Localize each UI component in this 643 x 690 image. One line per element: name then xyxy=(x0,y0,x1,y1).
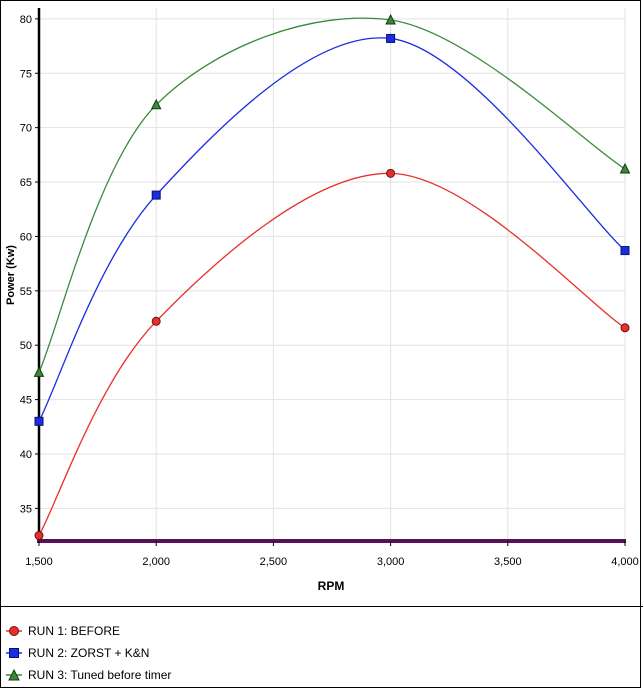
legend-item-run2: RUN 2: ZORST + K&N xyxy=(6,643,149,663)
data-point-run1 xyxy=(620,323,630,333)
x-tick-label: 2,000 xyxy=(142,556,170,568)
red-circle-marker-icon xyxy=(6,626,22,636)
y-tick-label: 55 xyxy=(20,286,32,298)
y-axis-label: Power (Kw) xyxy=(5,245,17,305)
y-tick-label: 40 xyxy=(20,449,32,461)
ticks: 35 40 45 50 55 60 65 70 75 80 1,500 2,000 2,500 3,000… xyxy=(20,14,639,568)
blue-square-marker-icon xyxy=(6,648,22,658)
data-point-run3 xyxy=(619,162,631,174)
series-line-2 xyxy=(38,37,626,422)
data-point-run2 xyxy=(151,190,161,200)
legend-label: RUN 1: BEFORE xyxy=(28,624,121,638)
x-tick-label: 3,500 xyxy=(494,556,522,568)
y-tick-label: 45 xyxy=(20,395,32,407)
y-tick-label: 50 xyxy=(20,340,32,352)
x-tick-label: 2,500 xyxy=(260,556,288,568)
green-triangle-marker-icon xyxy=(6,668,22,681)
x-tick-label: 1,500 xyxy=(25,556,53,568)
legend-label: RUN 2: ZORST + K&N xyxy=(28,646,150,660)
y-tick-label: 75 xyxy=(20,68,32,80)
x-tick-label: 4,000 xyxy=(611,556,639,568)
axes xyxy=(37,8,626,543)
y-tick-label: 65 xyxy=(20,177,32,189)
data-point-run1 xyxy=(34,531,44,541)
legend-item-run1: RUN 1: BEFORE xyxy=(6,621,120,641)
series-layer xyxy=(33,13,631,541)
data-point-run1 xyxy=(386,168,396,178)
data-point-run2 xyxy=(620,246,630,256)
y-tick-label: 80 xyxy=(20,14,32,26)
y-tick-label: 70 xyxy=(20,123,32,135)
data-point-run3 xyxy=(150,98,162,110)
y-tick-label: 35 xyxy=(20,503,32,515)
y-tick-label: 60 xyxy=(20,231,32,243)
legend: RUN 1: BEFORE RUN 2: ZORST + K&N RUN 3: … xyxy=(0,606,643,690)
data-point-run3 xyxy=(385,13,396,25)
data-point-run2 xyxy=(34,416,44,426)
series-line-1 xyxy=(38,172,626,536)
series-line-3 xyxy=(38,17,626,373)
data-point-run3 xyxy=(33,366,45,377)
legend-item-run3: RUN 3: Tuned before timer xyxy=(6,665,171,685)
legend-label: RUN 3: Tuned before timer xyxy=(28,668,172,682)
grid xyxy=(38,8,626,541)
x-axis-label: RPM xyxy=(318,579,345,593)
line-chart: 35 40 45 50 55 60 65 70 75 80 1,500 2,000 2,500 3,000… xyxy=(5,8,639,593)
x-tick-label: 3,000 xyxy=(377,556,405,568)
data-point-run2 xyxy=(386,33,396,43)
data-point-run1 xyxy=(151,316,161,326)
